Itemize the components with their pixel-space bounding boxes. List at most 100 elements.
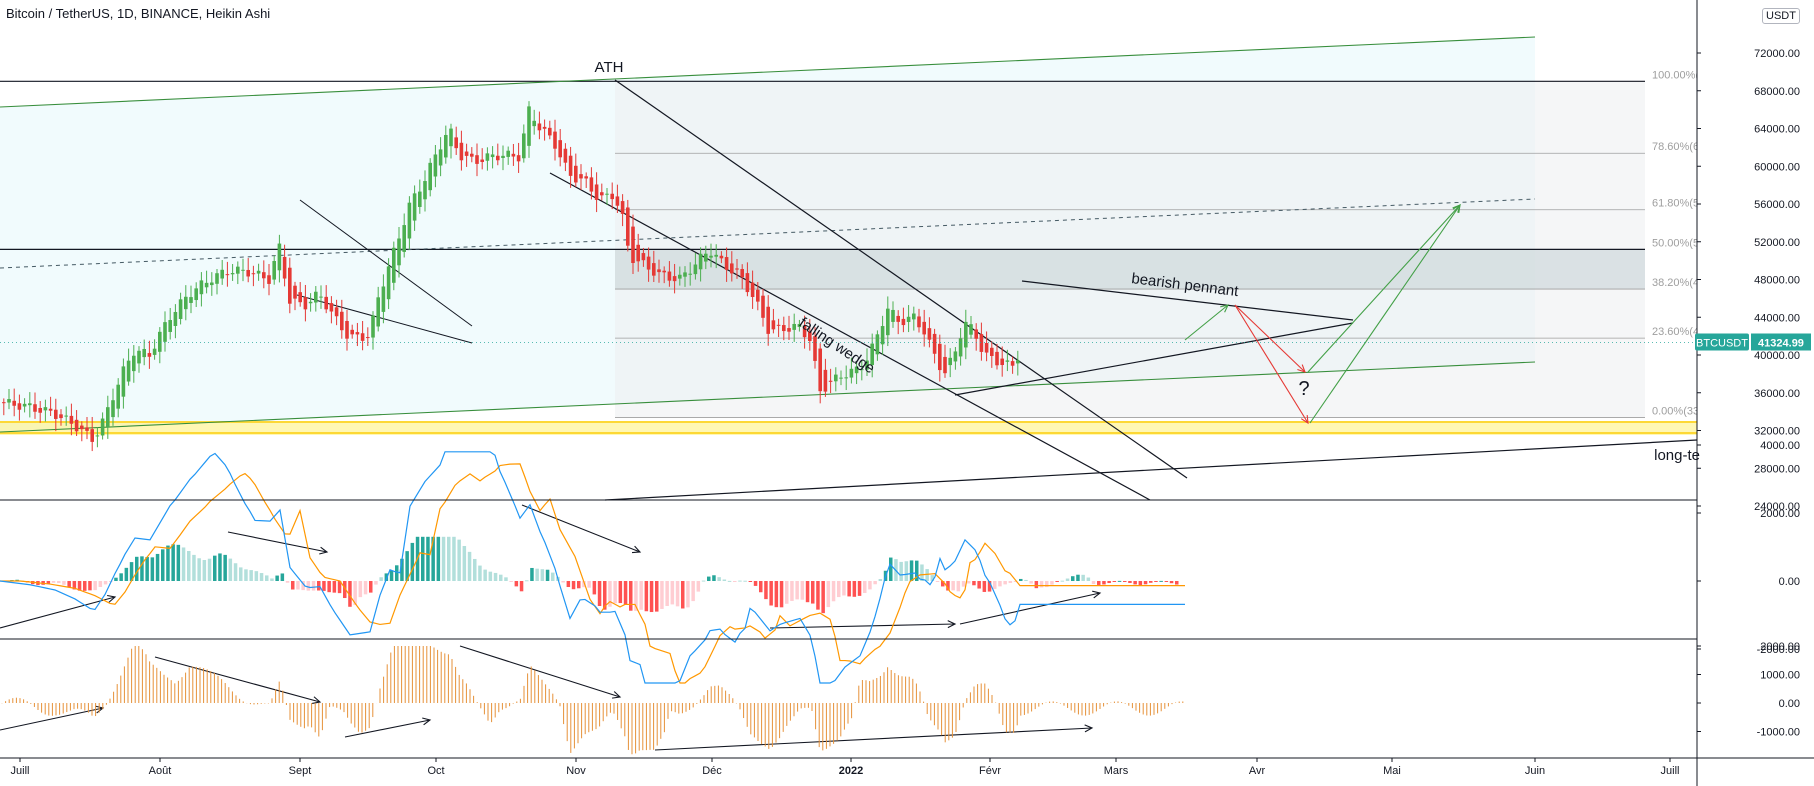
- osc-tick-label: 1000.00: [1760, 670, 1800, 682]
- macd-histogram-bar: [15, 579, 19, 581]
- macd-histogram-bar: [769, 581, 773, 606]
- macd-histogram-bar: [306, 581, 311, 591]
- macd-histogram-bar: [405, 551, 409, 581]
- macd-histogram-bar: [592, 581, 597, 595]
- macd-histogram-bar: [795, 581, 799, 600]
- macd-histogram-bar: [748, 581, 753, 582]
- macd-histogram-bar: [1076, 574, 1080, 581]
- macd-histogram-bar: [873, 581, 877, 585]
- candle-body: [59, 414, 63, 419]
- macd-histogram-bar: [785, 581, 789, 604]
- candle-body: [818, 348, 822, 392]
- x-tick-label: Avr: [1249, 765, 1266, 777]
- macd-histogram-bar: [811, 581, 815, 604]
- sept-wedge-upper: [299, 199, 473, 327]
- projection-red-down-2: [1234, 304, 1309, 424]
- macd-tick-label: 0.00: [1779, 576, 1800, 588]
- candle-body: [490, 154, 495, 158]
- ath-label: ATH: [595, 59, 624, 76]
- macd-histogram-bar: [1024, 579, 1028, 581]
- macd-histogram-bar: [441, 536, 446, 581]
- y-tick-label: 44000.00: [1754, 312, 1800, 324]
- macd-histogram-bar: [764, 581, 768, 600]
- oscillator-panel: [1, 646, 1184, 755]
- macd-histogram-bar: [805, 581, 810, 603]
- candle-body: [324, 296, 328, 310]
- macd-histogram-bar: [218, 553, 222, 581]
- macd-histogram-bar: [275, 575, 279, 581]
- macd-histogram-bar: [660, 581, 664, 609]
- y-tick-label: 60000.00: [1754, 161, 1800, 173]
- currency-button[interactable]: USDT: [1762, 8, 1800, 24]
- macd-histogram-bar: [150, 557, 155, 581]
- macd-histogram-bar: [265, 575, 269, 581]
- macd-histogram-bar: [72, 581, 77, 590]
- macd-tick-label: -2000.00: [1757, 644, 1800, 656]
- candle-body: [173, 311, 178, 326]
- macd-histogram-bar: [634, 581, 638, 611]
- candle-body: [506, 150, 510, 157]
- macd-histogram-bar: [582, 581, 586, 588]
- macd-histogram-bar: [457, 539, 461, 581]
- candle-body: [631, 226, 635, 264]
- macd-histogram-bar: [1045, 581, 1049, 588]
- macd-histogram-bar: [675, 581, 680, 607]
- candle-body: [605, 193, 609, 195]
- candle-body: [979, 334, 984, 352]
- candle-body: [163, 322, 167, 342]
- candle-body: [501, 155, 505, 159]
- macd-histogram-bar: [826, 581, 831, 608]
- candle-body: [646, 256, 651, 270]
- candle-body: [854, 366, 859, 374]
- macd-histogram-bar: [899, 561, 903, 581]
- candle-body: [865, 360, 869, 370]
- macd-histogram-bar: [759, 581, 763, 593]
- channel-mid-dashed: [0, 198, 1536, 269]
- macd-histogram-bar: [774, 581, 779, 608]
- projection-green-up-1-head: [1220, 304, 1229, 313]
- candle-body: [360, 333, 365, 341]
- macd-histogram-bar: [993, 581, 997, 589]
- candle-body: [787, 328, 791, 332]
- macd-histogram-bar: [691, 581, 695, 602]
- candle-body: [459, 142, 464, 161]
- macd-tick-label: 4000.00: [1760, 440, 1800, 452]
- macd-histogram-bar: [1029, 581, 1033, 584]
- candle-body: [943, 356, 947, 374]
- candle-body: [54, 409, 58, 419]
- macd-histogram-bar: [577, 581, 581, 589]
- y-tick-label: 56000.00: [1754, 199, 1800, 211]
- y-tick-label: 24000.00: [1754, 501, 1800, 513]
- macd-div-1: [0, 596, 116, 629]
- candle-body: [636, 244, 640, 262]
- macd-histogram-bar: [296, 581, 300, 590]
- candle-body: [246, 269, 250, 277]
- macd-histogram-bar: [1164, 581, 1169, 582]
- candle-body: [256, 270, 261, 274]
- macd-histogram-bar: [670, 581, 675, 605]
- candle-body: [314, 291, 318, 303]
- candle-body: [652, 263, 656, 276]
- candle-body: [756, 289, 760, 302]
- candle-body: [319, 296, 323, 298]
- macd-histogram-bar: [327, 581, 331, 593]
- candle-body: [834, 374, 838, 382]
- symbol-tag-bg: [1695, 333, 1749, 351]
- candle-body: [532, 120, 536, 127]
- macd-histogram-bar: [161, 549, 165, 581]
- macd-histogram-bar: [519, 581, 524, 592]
- candle-body: [38, 407, 42, 413]
- macd-histogram-bar: [566, 581, 571, 588]
- macd-div-5: [959, 592, 1101, 625]
- candle-body: [886, 308, 890, 336]
- candle-body: [262, 272, 266, 279]
- candle-body: [683, 272, 687, 277]
- candles: [0, 101, 1697, 452]
- macd-histogram-bar: [868, 581, 872, 590]
- candle-body: [251, 273, 256, 275]
- candle-body: [100, 418, 105, 436]
- macd-histogram-bar: [743, 580, 747, 582]
- macd-histogram-bar: [909, 560, 914, 581]
- macd-histogram-bar: [285, 581, 290, 583]
